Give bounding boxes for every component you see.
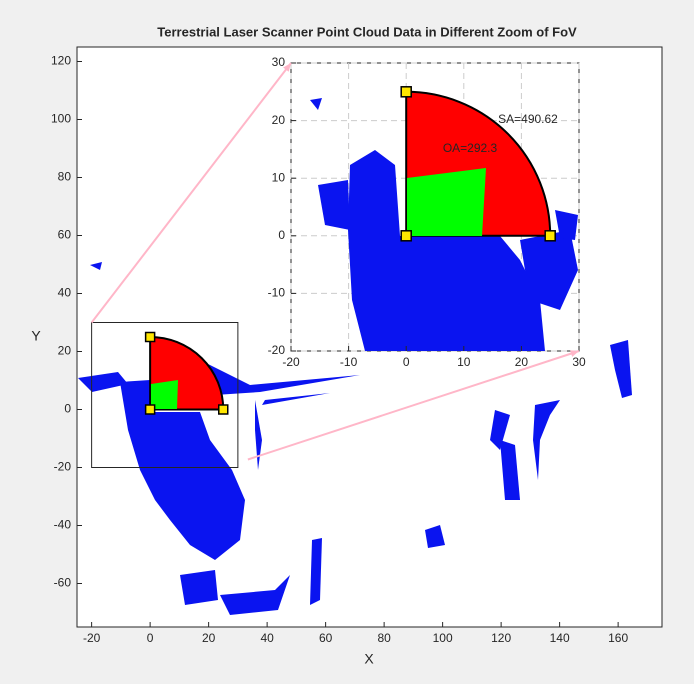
y-tick-label: -20: [268, 343, 286, 357]
x-tick-label: 160: [608, 631, 628, 645]
fov-vertex: [146, 405, 155, 414]
y-tick-label: 80: [58, 170, 72, 184]
y-axis-label: Y: [31, 328, 41, 344]
x-tick-label: 10: [457, 355, 471, 369]
x-tick-label: -20: [282, 355, 300, 369]
x-tick-label: 140: [550, 631, 570, 645]
y-tick-label: 100: [51, 112, 71, 126]
y-tick-label: 0: [278, 228, 285, 242]
fov-vertex: [545, 231, 555, 241]
y-tick-label: 20: [272, 113, 286, 127]
y-tick-label: -20: [54, 460, 72, 474]
x-tick-label: 0: [403, 355, 410, 369]
x-tick-label: 30: [572, 355, 586, 369]
chart-title: Terrestrial Laser Scanner Point Cloud Da…: [157, 24, 577, 39]
y-tick-label: -60: [54, 576, 72, 590]
fov-vertex: [401, 87, 411, 97]
y-tick-label: 20: [58, 344, 72, 358]
x-tick-label: 60: [319, 631, 333, 645]
figure: -20020406080100120140160-60-40-200204060…: [0, 0, 694, 684]
annotation: OA=292.3: [443, 141, 498, 155]
y-tick-label: 30: [272, 55, 286, 69]
y-tick-label: -40: [54, 518, 72, 532]
x-tick-label: -10: [340, 355, 358, 369]
y-tick-label: 40: [58, 286, 72, 300]
fov-overlap: [407, 168, 486, 236]
y-tick-label: -10: [268, 286, 286, 300]
y-tick-label: 0: [64, 402, 71, 416]
x-tick-label: 120: [491, 631, 511, 645]
x-tick-label: 80: [377, 631, 391, 645]
y-tick-label: 10: [272, 170, 286, 184]
y-tick-label: 120: [51, 54, 71, 68]
x-tick-label: 20: [515, 355, 529, 369]
y-tick-label: 60: [58, 228, 72, 242]
x-tick-label: -20: [83, 631, 101, 645]
fov-vertex: [219, 405, 228, 414]
x-tick-label: 20: [202, 631, 216, 645]
x-tick-label: 0: [147, 631, 154, 645]
x-tick-label: 40: [260, 631, 274, 645]
fov-vertex: [401, 231, 411, 241]
x-tick-label: 100: [433, 631, 453, 645]
fov-vertex: [146, 333, 155, 342]
x-axis-label: X: [364, 651, 374, 667]
annotation: SA=490.62: [498, 112, 558, 126]
